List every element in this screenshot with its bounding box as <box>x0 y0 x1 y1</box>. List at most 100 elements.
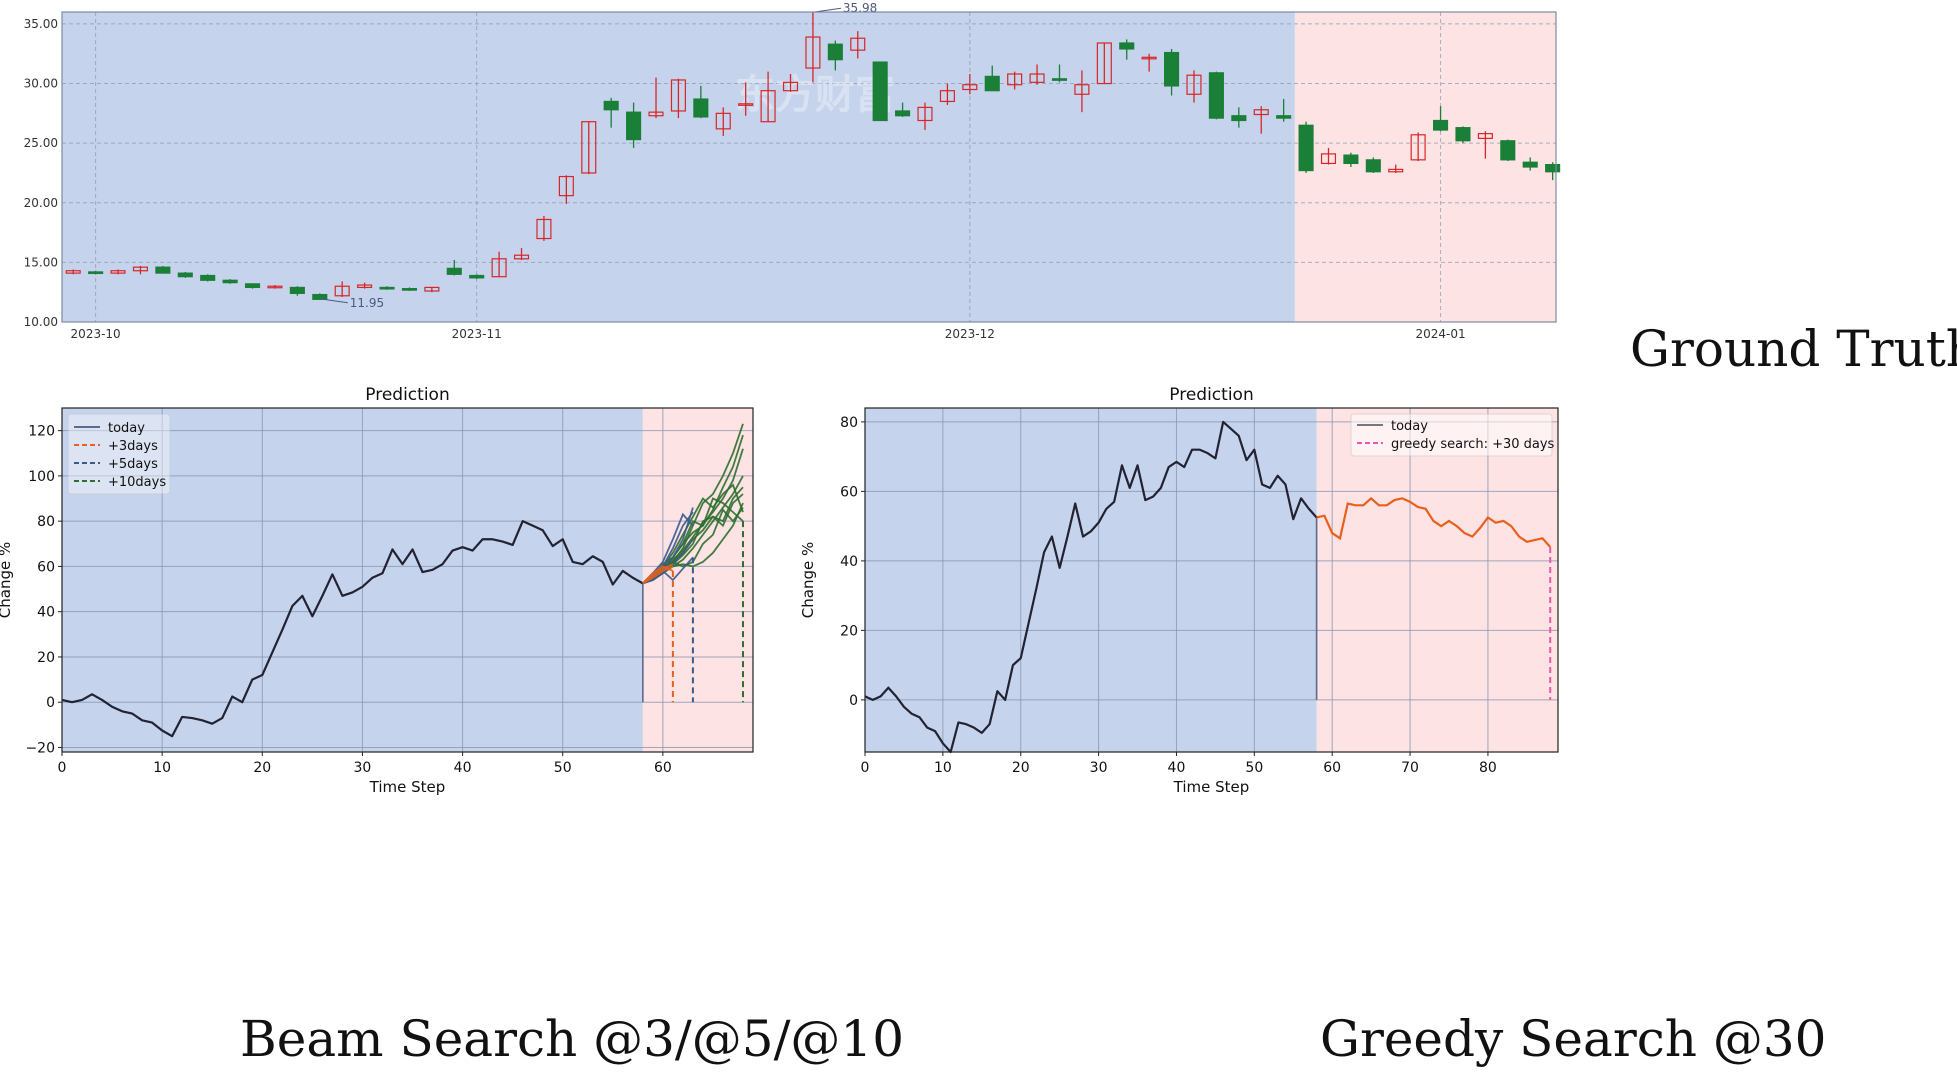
x-tick-label: 20 <box>253 760 271 776</box>
x-tick-label: 10 <box>153 760 171 776</box>
candle-body <box>1298 124 1314 172</box>
actual-series-line <box>61 520 644 738</box>
plot-frame <box>864 407 1559 753</box>
x-tick-label: 0 <box>861 760 870 776</box>
y-tick-label: 120 <box>28 424 55 440</box>
candle-body <box>536 218 552 240</box>
legend-box <box>1350 413 1553 457</box>
candle-body <box>1119 42 1135 50</box>
y-tick-label: 80 <box>37 514 55 530</box>
y-tick-label: 25.00 <box>24 136 58 150</box>
ground-truth-label: Ground Truth <box>1630 320 1957 378</box>
candle-body <box>805 36 821 69</box>
candle-body <box>88 271 104 275</box>
candle-body <box>1074 84 1090 95</box>
candle-body <box>357 284 373 289</box>
candle-body <box>222 279 238 284</box>
greedy-search-chart: 0 20 40 60 80 0 10 20 30 40 50 60 70 80 Prediction Time… <box>799 385 1559 796</box>
candle-body <box>895 110 911 117</box>
candle-body <box>1433 119 1449 131</box>
legend-label: +3days <box>108 439 158 454</box>
candle-body <box>1141 56 1157 60</box>
future-region <box>1316 408 1558 752</box>
candle-body <box>1545 164 1561 173</box>
candle-body <box>715 112 731 130</box>
x-tick-label: 2023-10 <box>71 327 121 341</box>
x-tick-label: 0 <box>58 760 67 776</box>
y-tick-label: 40 <box>840 554 858 570</box>
y-tick-label: 60 <box>37 559 55 575</box>
candle-body <box>603 100 619 111</box>
y-tick-label: 40 <box>37 605 55 621</box>
candle-body <box>1164 51 1180 87</box>
x-axis-label: Time Step <box>369 778 446 796</box>
legend-label: today <box>1391 419 1428 434</box>
y-tick-label: 30.00 <box>24 77 58 91</box>
legend-label: +5days <box>108 457 158 472</box>
y-axis-label: Change % <box>0 542 14 618</box>
legend-box <box>67 413 171 495</box>
candle-body <box>738 103 754 106</box>
candle-body <box>872 61 888 122</box>
candle-body <box>177 272 193 278</box>
candle-body <box>1208 72 1224 119</box>
chart-title: Prediction <box>365 385 449 405</box>
greedy-path <box>1316 496 1552 548</box>
legend-label: +10days <box>108 475 166 490</box>
candle-body <box>1388 168 1404 173</box>
candle-body <box>289 286 305 294</box>
y-tick-label: 10.00 <box>24 315 58 329</box>
y-tick-label: 20 <box>37 650 55 666</box>
x-tick-label: 10 <box>934 760 952 776</box>
candle-body <box>984 75 1000 92</box>
candle-body <box>379 286 395 290</box>
candle-body <box>334 285 350 297</box>
x-tick-label: 2023-12 <box>945 327 995 341</box>
candle-body <box>1320 153 1337 165</box>
future-region <box>1294 12 1556 322</box>
candle-body <box>244 283 261 289</box>
candle-body <box>558 175 574 197</box>
history-region <box>865 408 1317 752</box>
x-tick-label: 30 <box>354 760 372 776</box>
candle-body <box>155 266 171 274</box>
annotation-arrow <box>319 298 348 304</box>
x-tick-label: 40 <box>1168 760 1186 776</box>
plot-frame <box>61 11 1557 323</box>
candle-body <box>65 270 81 274</box>
y-tick-label: −20 <box>25 740 55 756</box>
plot-frame <box>61 407 754 753</box>
x-tick-label: 80 <box>1479 760 1497 776</box>
candle-body <box>1253 109 1269 116</box>
candle-body <box>110 270 126 274</box>
candle-body <box>1343 154 1359 165</box>
beam3-path <box>642 565 674 585</box>
x-axis-label: Time Step <box>1173 778 1250 796</box>
x-tick-label: 2023-11 <box>452 327 502 341</box>
candle-body <box>962 84 978 91</box>
candle-body <box>1410 134 1426 161</box>
y-tick-label: 0 <box>46 695 55 711</box>
y-tick-label: 0 <box>849 693 858 709</box>
x-tick-label: 60 <box>654 760 672 776</box>
candle-body <box>1365 159 1381 173</box>
candle-body <box>1051 78 1068 81</box>
history-region <box>62 408 643 752</box>
candle-body <box>513 254 530 260</box>
candle-body <box>1096 42 1112 85</box>
candle-body <box>1029 73 1045 83</box>
beam-search-caption: Beam Search @3/@5/@10 <box>240 1010 905 1068</box>
candle-body <box>200 274 216 281</box>
x-tick-label: 50 <box>554 760 572 776</box>
actual-series-line <box>864 420 1318 754</box>
y-tick-label: 15.00 <box>24 255 58 269</box>
candle-body <box>1276 115 1292 119</box>
history-region <box>62 12 1295 322</box>
candle-body <box>581 121 597 174</box>
candle-body <box>648 111 664 117</box>
x-tick-label: 40 <box>454 760 472 776</box>
candle-body <box>132 266 149 272</box>
y-tick-label: 100 <box>28 469 55 485</box>
y-tick-label: 60 <box>840 484 858 500</box>
